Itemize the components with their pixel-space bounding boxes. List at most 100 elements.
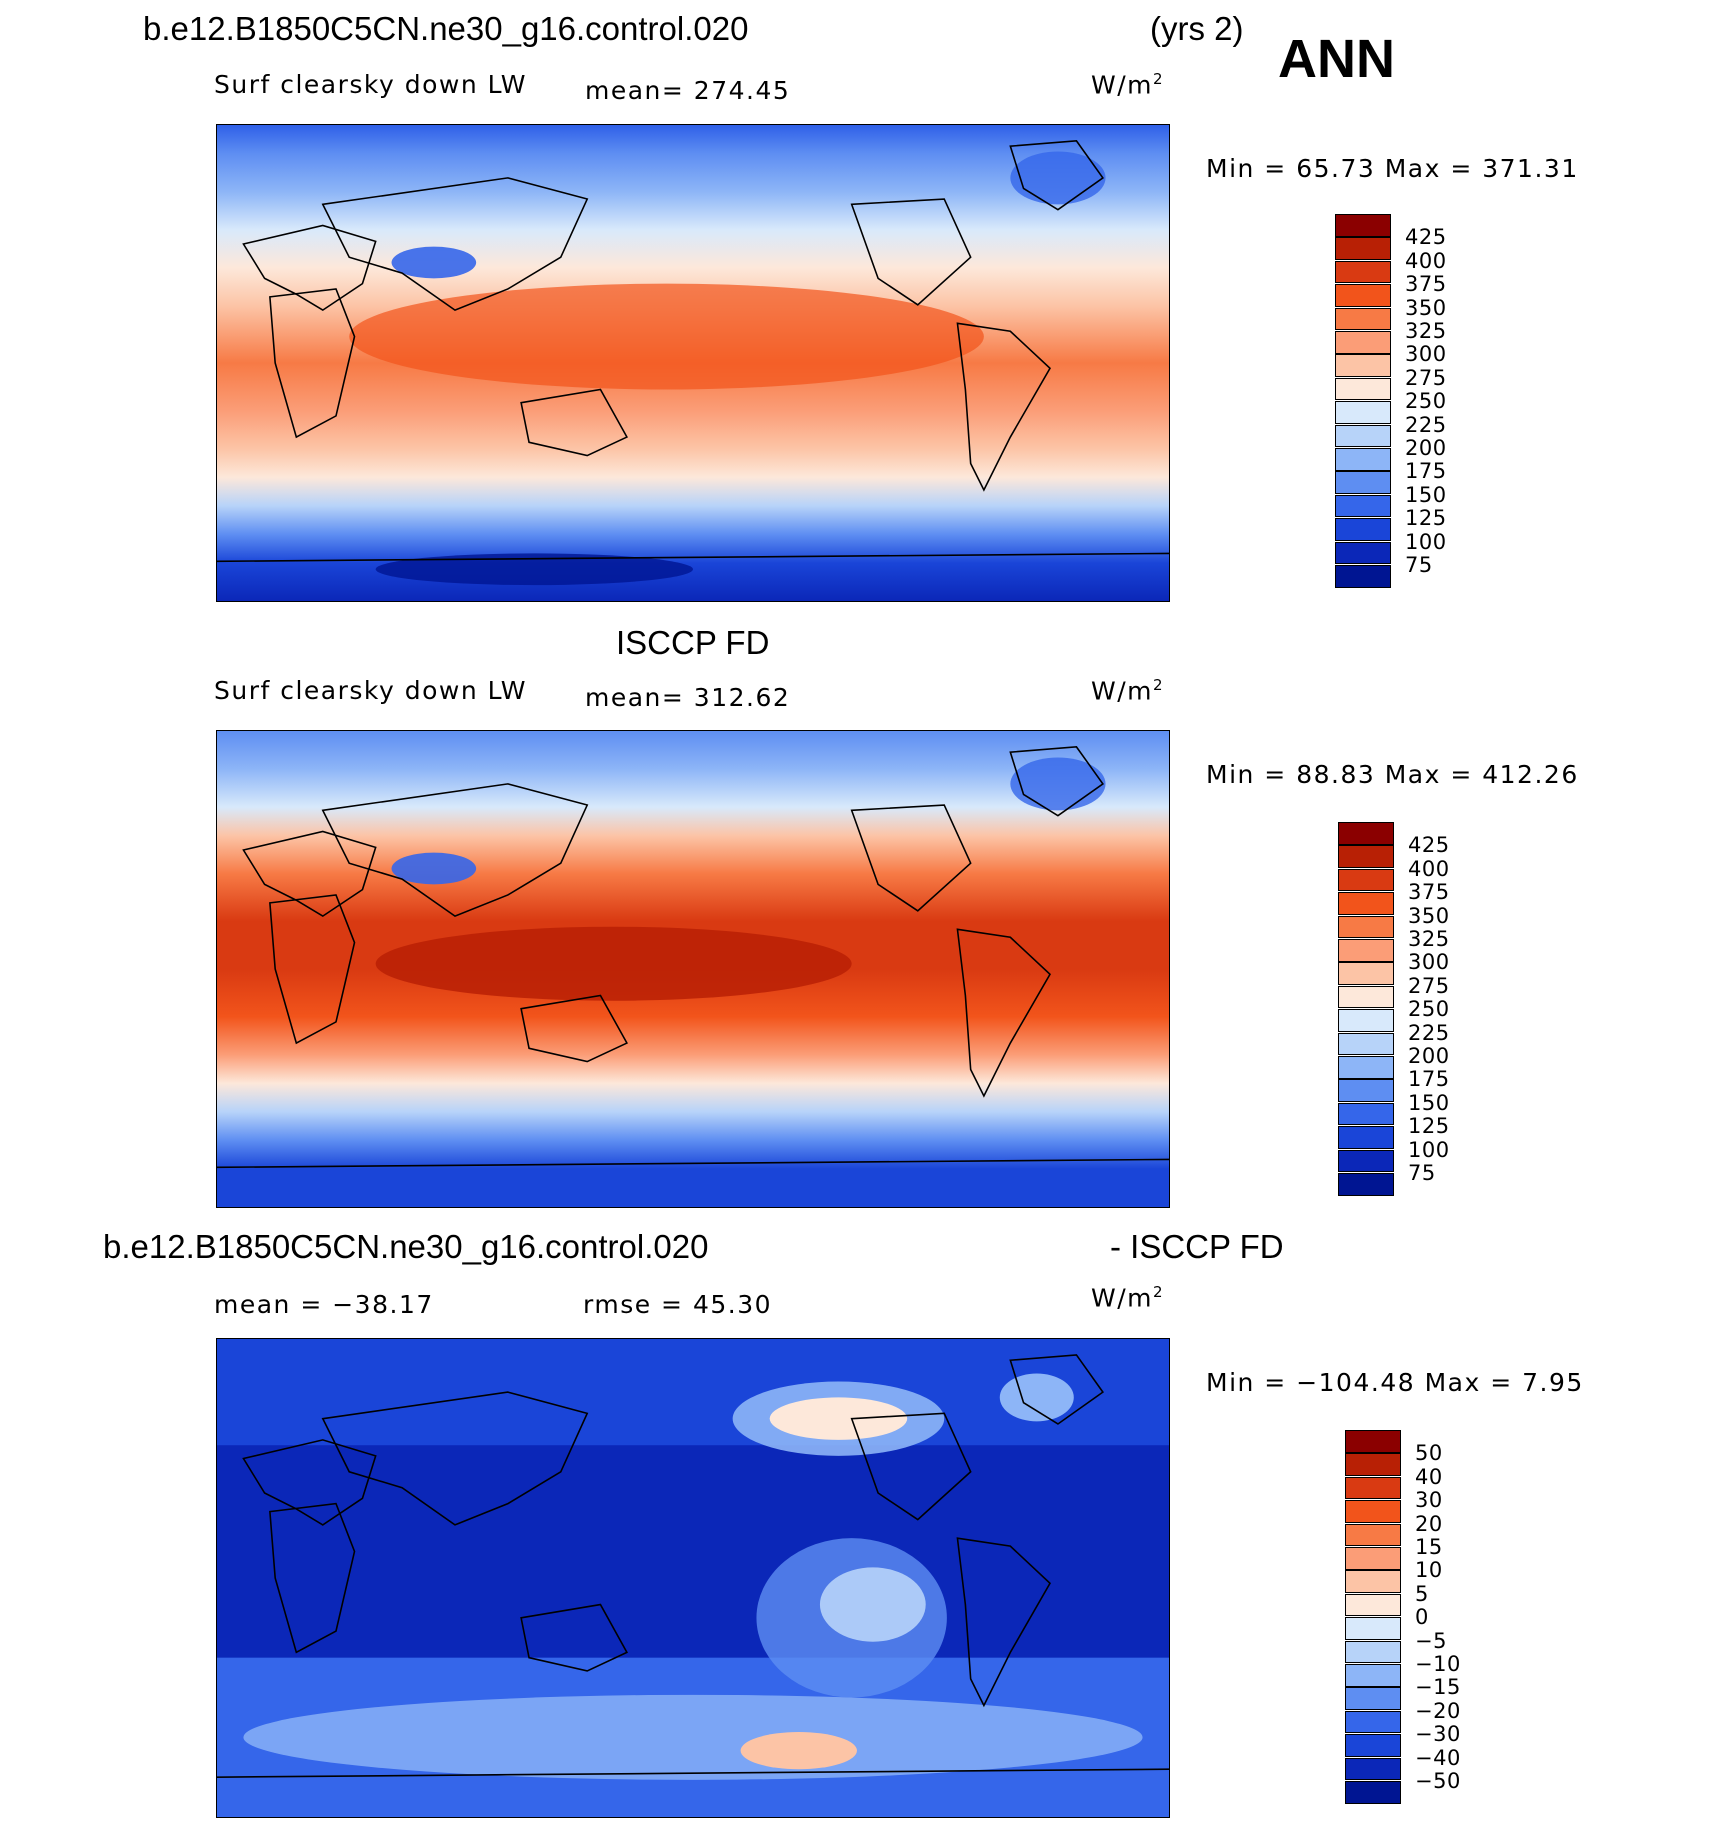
colorbar-tick-label: 275 bbox=[1408, 973, 1450, 998]
colorbar-box bbox=[1345, 1687, 1401, 1710]
colorbar-box bbox=[1335, 331, 1391, 354]
colorbar-tick-label: 125 bbox=[1408, 1114, 1450, 1139]
panel2-minmax: Min = 88.83 Max = 412.26 bbox=[1206, 760, 1579, 789]
colorbar-box bbox=[1335, 377, 1391, 401]
panel3-map-svg bbox=[217, 1339, 1169, 1817]
colorbar-box bbox=[1345, 1500, 1401, 1523]
panel2-colorbar: 425 400 375 350 325 300 275 250 225 200 175 150 125 1… bbox=[1338, 822, 1458, 1202]
colorbar-box bbox=[1345, 1710, 1401, 1734]
colorbar-box bbox=[1338, 962, 1394, 985]
colorbar-box bbox=[1338, 822, 1394, 845]
colorbar-box bbox=[1335, 494, 1391, 518]
panel1-mean: mean= 274.45 bbox=[585, 76, 791, 105]
colorbar-box bbox=[1338, 915, 1394, 939]
colorbar-tick-label: 300 bbox=[1405, 342, 1447, 367]
colorbar-box bbox=[1335, 307, 1391, 331]
colorbar-tick-label: 250 bbox=[1408, 997, 1450, 1022]
colorbar-tick-label: 375 bbox=[1408, 880, 1450, 905]
colorbar-tick-label: 400 bbox=[1408, 856, 1450, 881]
colorbar-tick-label: 100 bbox=[1405, 529, 1447, 554]
colorbar-box bbox=[1338, 1149, 1394, 1173]
colorbar-tick-label: −15 bbox=[1415, 1675, 1461, 1700]
colorbar-tick-label: 50 bbox=[1415, 1441, 1443, 1466]
colorbar-box bbox=[1345, 1476, 1401, 1500]
colorbar-box bbox=[1335, 565, 1391, 588]
panel2-map-svg bbox=[217, 731, 1169, 1207]
panel3-map bbox=[216, 1338, 1170, 1818]
colorbar-box bbox=[1335, 541, 1391, 565]
colorbar-tick-label: 325 bbox=[1405, 319, 1447, 343]
colorbar-box bbox=[1338, 892, 1394, 915]
panel3-rmse: rmse = 45.30 bbox=[583, 1290, 773, 1319]
colorbar-box bbox=[1338, 1009, 1394, 1032]
colorbar-tick-label: 40 bbox=[1415, 1464, 1443, 1489]
colorbar-box bbox=[1335, 214, 1391, 237]
colorbar-tick-label: 0 bbox=[1415, 1605, 1429, 1630]
panel2-variable: Surf clearsky down LW bbox=[214, 676, 528, 705]
colorbar-box bbox=[1345, 1430, 1401, 1453]
colorbar-tick-label: 200 bbox=[1408, 1044, 1450, 1068]
panel2-title: ISCCP FD bbox=[616, 624, 770, 661]
colorbar-tick-label: −50 bbox=[1415, 1769, 1461, 1793]
colorbar-box bbox=[1345, 1547, 1401, 1570]
colorbar-box bbox=[1338, 1056, 1394, 1079]
panel3-units: W/m2 bbox=[1091, 1283, 1165, 1313]
colorbar-tick-label: 150 bbox=[1405, 482, 1447, 507]
colorbar-box bbox=[1345, 1570, 1401, 1593]
panel1-map-svg bbox=[217, 125, 1169, 601]
colorbar-tick-label: 400 bbox=[1405, 248, 1447, 273]
colorbar-tick-label: 10 bbox=[1415, 1558, 1443, 1583]
colorbar-box bbox=[1335, 237, 1391, 260]
colorbar-tick-label: 15 bbox=[1415, 1535, 1443, 1559]
colorbar-box bbox=[1345, 1523, 1401, 1547]
panel3-minmax: Min = −104.48 Max = 7.95 bbox=[1206, 1368, 1584, 1397]
colorbar-tick-label: 375 bbox=[1405, 272, 1447, 297]
colorbar-box bbox=[1338, 1126, 1394, 1149]
colorbar-tick-label: 200 bbox=[1405, 436, 1447, 460]
panel1-variable: Surf clearsky down LW bbox=[214, 70, 528, 99]
colorbar-tick-label: 325 bbox=[1408, 927, 1450, 951]
colorbar-box bbox=[1335, 471, 1391, 494]
panel1-map bbox=[216, 124, 1170, 602]
colorbar-tick-label: 350 bbox=[1405, 295, 1447, 320]
colorbar-box bbox=[1338, 868, 1394, 892]
colorbar-tick-label: 425 bbox=[1408, 833, 1450, 858]
colorbar-box bbox=[1338, 845, 1394, 868]
colorbar-tick-label: 425 bbox=[1405, 225, 1447, 250]
colorbar-box bbox=[1338, 1102, 1394, 1126]
colorbar-tick-label: 225 bbox=[1405, 412, 1447, 437]
colorbar-tick-label: 225 bbox=[1408, 1020, 1450, 1045]
panel2-mean: mean= 312.62 bbox=[585, 683, 791, 712]
panel3-colorbar: 50 40 30 20 15 10 5 0 −5 −10 −15 −20 −30 −40 −50 bbox=[1345, 1430, 1465, 1810]
colorbar-tick-label: −30 bbox=[1415, 1722, 1461, 1747]
colorbar-tick-label: 100 bbox=[1408, 1137, 1450, 1162]
colorbar-tick-label: 175 bbox=[1405, 459, 1447, 484]
colorbar-tick-label: 20 bbox=[1415, 1511, 1443, 1536]
case-title: b.e12.B1850C5CN.ne30_g16.control.020 bbox=[143, 10, 749, 47]
colorbar-box bbox=[1345, 1640, 1401, 1664]
colorbar-tick-label: 75 bbox=[1408, 1161, 1436, 1185]
years-label: (yrs 2) bbox=[1150, 10, 1244, 47]
colorbar-box bbox=[1345, 1757, 1401, 1781]
colorbar-tick-label: 300 bbox=[1408, 950, 1450, 975]
colorbar-box bbox=[1338, 1032, 1394, 1056]
panel3-mean: mean = −38.17 bbox=[214, 1290, 434, 1319]
colorbar-box bbox=[1338, 939, 1394, 962]
colorbar-box bbox=[1345, 1617, 1401, 1640]
colorbar-box bbox=[1335, 260, 1391, 284]
colorbar-tick-label: −20 bbox=[1415, 1698, 1461, 1723]
panel3-title-left: b.e12.B1850C5CN.ne30_g16.control.020 bbox=[103, 1228, 709, 1265]
colorbar-tick-label: 350 bbox=[1408, 903, 1450, 928]
colorbar-tick-label: 125 bbox=[1405, 506, 1447, 531]
colorbar-box bbox=[1345, 1664, 1401, 1687]
colorbar-tick-label: 250 bbox=[1405, 389, 1447, 414]
panel2-units: W/m2 bbox=[1091, 676, 1165, 706]
colorbar-box bbox=[1335, 424, 1391, 448]
colorbar-tick-label: 5 bbox=[1415, 1581, 1429, 1606]
panel3-title-right: - ISCCP FD bbox=[1110, 1228, 1284, 1265]
colorbar-box bbox=[1345, 1734, 1401, 1757]
colorbar-tick-label: −40 bbox=[1415, 1745, 1461, 1770]
season-label: ANN bbox=[1278, 29, 1395, 89]
colorbar-box bbox=[1335, 518, 1391, 541]
colorbar-box bbox=[1345, 1593, 1401, 1617]
